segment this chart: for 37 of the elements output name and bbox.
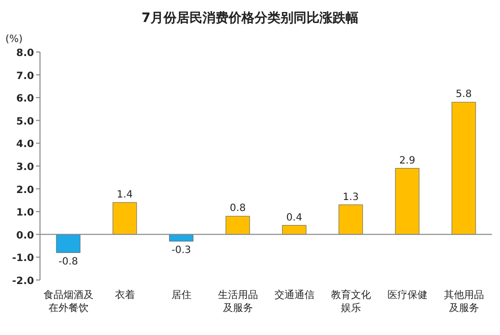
x-tick-label: 医疗保健 <box>387 289 428 301</box>
data-label: -0.3 <box>171 245 192 256</box>
data-label: 0.8 <box>230 203 246 214</box>
chart-title: 7月份居民消费价格分类别同比涨跌幅 <box>141 11 359 26</box>
y-tick-label: -2.0 <box>12 276 34 287</box>
x-tick-label: 教育文化娱乐 <box>330 289 371 314</box>
y-tick-label: 2.0 <box>16 184 34 196</box>
bar <box>282 225 306 235</box>
x-tick-label: 其他用品及服务 <box>444 289 484 314</box>
y-tick-label: 3.0 <box>16 162 34 173</box>
y-tick-label: 4.0 <box>16 139 34 150</box>
bar <box>112 202 137 235</box>
data-label: -0.8 <box>58 256 78 268</box>
y-tick-label: 8.0 <box>16 48 34 59</box>
data-label: 1.4 <box>116 189 133 200</box>
x-tick-label: 衣着 <box>114 289 135 301</box>
y-tick-label: 1.0 <box>16 208 34 219</box>
bar <box>56 234 80 253</box>
bar <box>226 216 250 235</box>
y-tick-label: 6.0 <box>16 94 34 105</box>
data-label: 2.9 <box>399 155 416 166</box>
y-tick-label: 7.0 <box>16 70 34 82</box>
data-label: 1.3 <box>342 192 359 203</box>
y-tick-label: 5.0 <box>16 116 34 128</box>
bar <box>169 234 194 242</box>
y-axis-title: (%) <box>5 34 23 45</box>
bar <box>338 204 363 235</box>
x-tick-label: 居住 <box>171 290 192 301</box>
bar <box>395 168 420 235</box>
bar <box>452 102 476 235</box>
x-tick-label: 食品烟酒及在外餐饮 <box>43 289 94 314</box>
y-tick-label: -1.0 <box>12 253 34 264</box>
x-tick-label: 生活用品及服务 <box>218 289 258 314</box>
data-label: 0.4 <box>286 212 302 224</box>
data-label: 5.8 <box>456 89 472 100</box>
x-tick-label: 交通通信 <box>274 289 314 301</box>
y-tick-label: 0.0 <box>16 230 34 242</box>
